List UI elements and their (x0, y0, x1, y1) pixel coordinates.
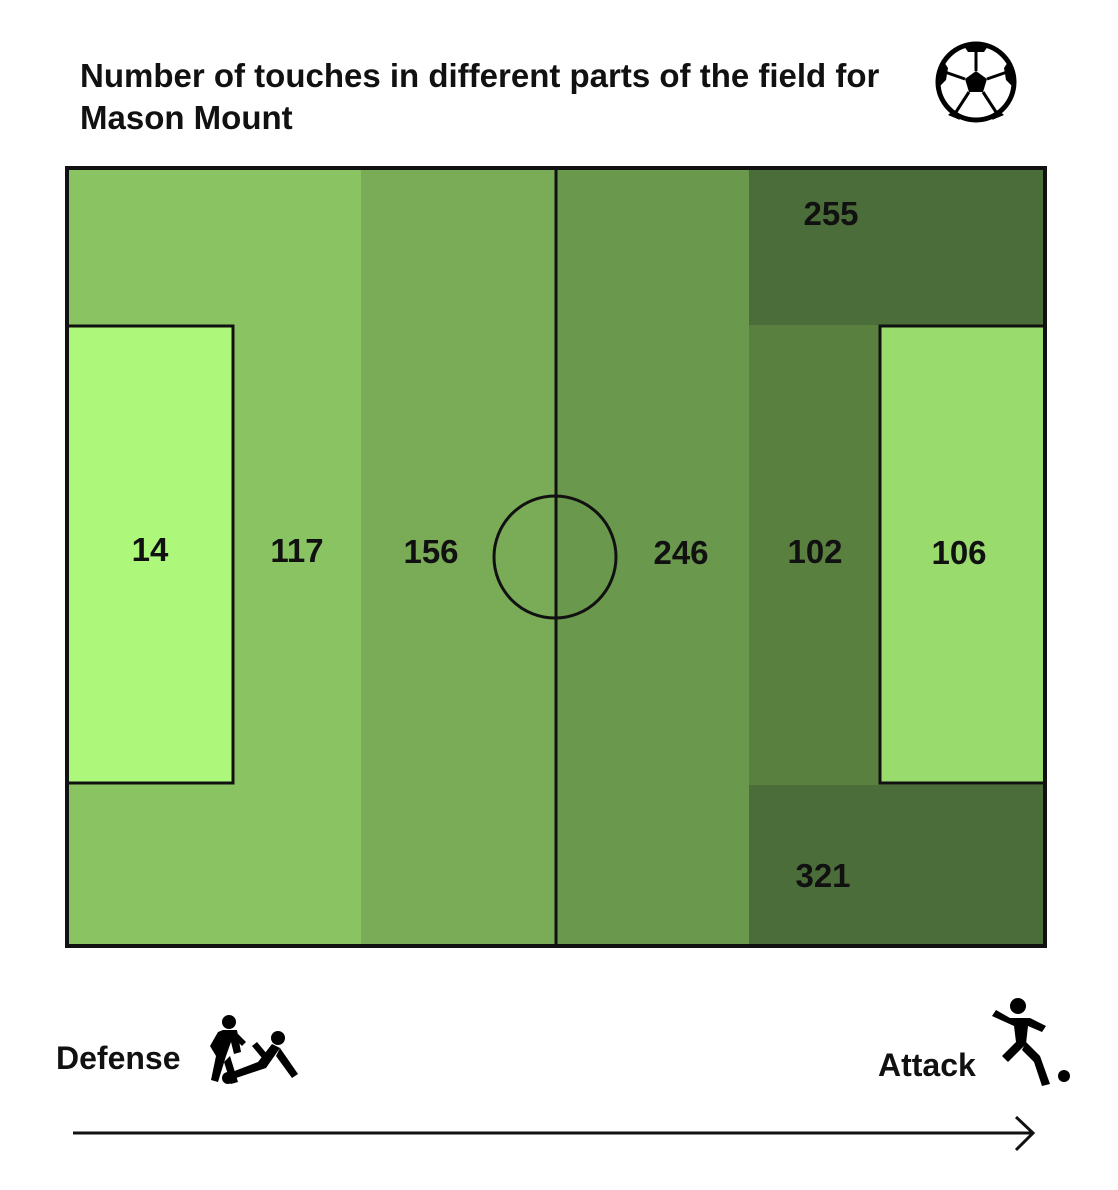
defense-label: Defense (56, 1040, 181, 1076)
value-own-penalty-area: 14 (132, 531, 169, 568)
value-own-half-middle: 156 (403, 533, 458, 570)
tackle-icon (210, 1015, 298, 1084)
kicking-player-icon (992, 998, 1070, 1086)
zone-attacking-third-right-wing (749, 785, 1045, 946)
zone-own-penalty-area (65, 324, 235, 785)
pitch-outline (65, 166, 1047, 948)
center-circle (492, 494, 618, 620)
value-attacking-third-left-wing: 255 (803, 195, 858, 232)
value-attacking-third-right-wing: 321 (795, 857, 850, 894)
attack-label: Attack (878, 1047, 976, 1083)
chart-title: Number of touches in different parts of … (80, 57, 880, 136)
zone-opponent-penalty-area (878, 324, 1047, 785)
value-own-defensive-third: 117 (270, 532, 323, 569)
value-opponent-half-middle: 246 (653, 534, 708, 571)
zone-opponent-half-middle (556, 170, 749, 946)
zone-attacking-third-left-wing (749, 170, 1045, 325)
soccer-ball-icon (935, 41, 1017, 123)
value-attacking-third-central: 102 (787, 533, 842, 570)
zone-own-half-middle (361, 170, 556, 946)
value-opponent-penalty-area: 106 (931, 534, 986, 571)
